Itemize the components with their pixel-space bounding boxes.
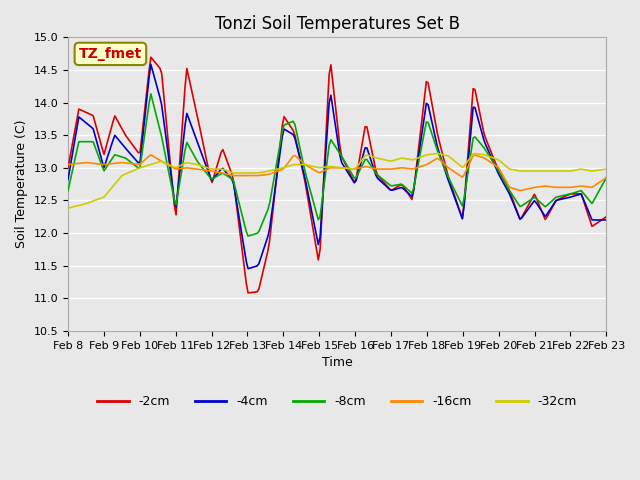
Title: Tonzi Soil Temperatures Set B: Tonzi Soil Temperatures Set B — [214, 15, 460, 33]
Text: TZ_fmet: TZ_fmet — [79, 47, 142, 61]
Legend: -2cm, -4cm, -8cm, -16cm, -32cm: -2cm, -4cm, -8cm, -16cm, -32cm — [92, 390, 582, 413]
X-axis label: Time: Time — [322, 356, 353, 369]
Y-axis label: Soil Temperature (C): Soil Temperature (C) — [15, 120, 28, 248]
